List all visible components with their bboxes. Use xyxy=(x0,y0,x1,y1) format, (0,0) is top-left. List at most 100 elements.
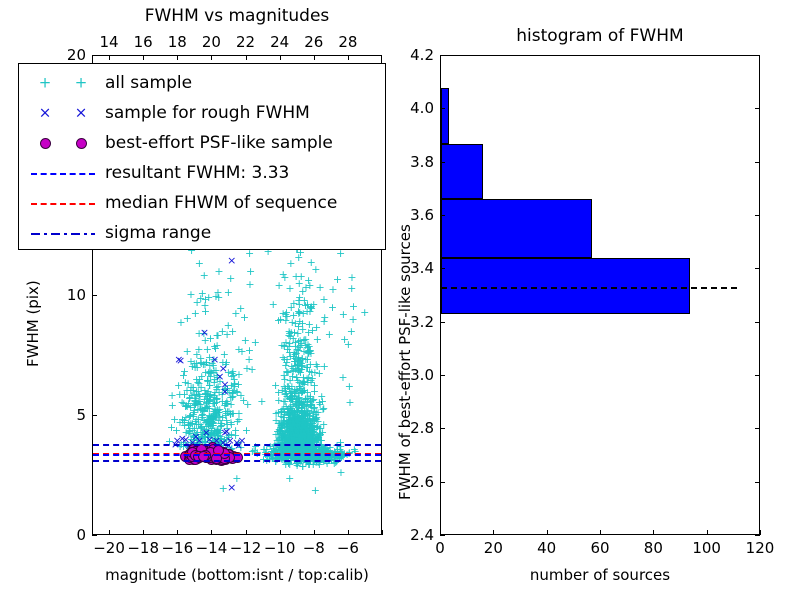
all-sample-point: + xyxy=(204,402,214,416)
all-sample-point: + xyxy=(280,420,290,434)
all-sample-point: + xyxy=(190,429,200,443)
all-sample-point: + xyxy=(296,441,306,455)
legend-item[interactable]: best-effort PSF-like sample xyxy=(19,128,385,158)
all-sample-point: + xyxy=(203,412,213,426)
all-sample-point: + xyxy=(213,402,223,416)
all-sample-point: + xyxy=(202,355,212,369)
all-sample-point: + xyxy=(299,383,310,397)
all-sample-point: + xyxy=(319,402,329,416)
all-sample-point: + xyxy=(300,428,310,442)
legend-item[interactable]: sigma range xyxy=(19,218,385,248)
all-sample-point: + xyxy=(330,451,340,465)
all-sample-point: + xyxy=(299,445,310,459)
all-sample-point: + xyxy=(287,449,297,463)
all-sample-point: + xyxy=(282,414,292,428)
all-sample-point: + xyxy=(305,414,315,428)
all-sample-point: + xyxy=(298,306,308,320)
rough-sample-point: × xyxy=(220,426,230,439)
all-sample-point: + xyxy=(192,388,202,402)
all-sample-point: + xyxy=(285,471,295,485)
all-sample-point: + xyxy=(191,431,202,445)
all-sample-point: + xyxy=(292,440,302,454)
all-sample-point: + xyxy=(300,432,311,446)
all-sample-point: + xyxy=(298,422,308,436)
all-sample-point: + xyxy=(194,395,204,409)
all-sample-point: + xyxy=(305,437,315,451)
all-sample-point: + xyxy=(196,421,206,435)
all-sample-point: + xyxy=(291,398,301,412)
all-sample-point: + xyxy=(294,451,304,465)
all-sample-point: + xyxy=(301,453,311,467)
all-sample-point: + xyxy=(287,426,298,440)
legend-item[interactable]: median FHWM of sequence xyxy=(19,188,385,218)
all-sample-point: + xyxy=(292,435,302,449)
all-sample-point: + xyxy=(290,421,301,435)
all-sample-point: + xyxy=(307,434,317,448)
all-sample-point: + xyxy=(294,444,304,458)
all-sample-point: + xyxy=(322,445,332,459)
scatter-legend[interactable]: + + all sample × × sample for rough FWHM best-… xyxy=(18,63,386,250)
all-sample-point: + xyxy=(291,441,301,455)
all-sample-point: + xyxy=(293,436,303,450)
all-sample-point: + xyxy=(306,425,316,439)
all-sample-point: + xyxy=(309,414,320,428)
all-sample-point: + xyxy=(299,428,309,442)
all-sample-point: + xyxy=(284,402,294,416)
legend-item[interactable]: × × sample for rough FWHM xyxy=(19,98,385,128)
legend-item[interactable]: + + all sample xyxy=(19,68,385,98)
all-sample-point: + xyxy=(306,446,316,460)
all-sample-point: + xyxy=(218,482,228,496)
all-sample-point: + xyxy=(298,442,308,456)
all-sample-point: + xyxy=(288,443,298,457)
all-sample-point: + xyxy=(350,445,360,459)
all-sample-point: + xyxy=(306,301,317,315)
all-sample-point: + xyxy=(279,339,289,353)
all-sample-point: + xyxy=(324,451,334,465)
all-sample-point: + xyxy=(306,426,316,440)
all-sample-point: + xyxy=(318,443,328,457)
all-sample-point: + xyxy=(286,405,296,419)
all-sample-point: + xyxy=(280,444,290,458)
plus-icon: + xyxy=(74,73,88,92)
all-sample-point: + xyxy=(309,420,319,434)
all-sample-point: + xyxy=(293,446,303,460)
all-sample-point: + xyxy=(279,443,289,457)
all-sample-point: + xyxy=(280,431,291,445)
all-sample-point: + xyxy=(323,445,333,459)
all-sample-point: + xyxy=(186,435,196,449)
all-sample-point: + xyxy=(303,450,314,464)
all-sample-point: + xyxy=(286,417,296,431)
all-sample-point: + xyxy=(279,428,290,442)
all-sample-point: + xyxy=(299,421,309,435)
plus-icon: + xyxy=(38,73,52,92)
all-sample-point: + xyxy=(193,385,203,399)
legend-label: sample for rough FWHM xyxy=(105,103,310,123)
all-sample-point: + xyxy=(204,378,215,392)
all-sample-point: + xyxy=(194,430,204,444)
all-sample-point: + xyxy=(302,445,313,459)
all-sample-point: + xyxy=(298,323,308,337)
all-sample-point: + xyxy=(310,444,320,458)
all-sample-point: + xyxy=(304,457,314,471)
all-sample-point: + xyxy=(288,412,298,426)
all-sample-point: + xyxy=(295,443,305,457)
all-sample-point: + xyxy=(289,434,299,448)
all-sample-point: + xyxy=(294,426,304,440)
all-sample-point: + xyxy=(292,424,303,438)
all-sample-point: + xyxy=(290,423,301,437)
all-sample-point: + xyxy=(309,444,319,458)
legend-label: best-effort PSF-like sample xyxy=(105,133,333,153)
all-sample-point: + xyxy=(300,411,310,425)
all-sample-point: + xyxy=(290,411,300,425)
all-sample-point: + xyxy=(298,444,308,458)
all-sample-point: + xyxy=(301,456,311,470)
all-sample-point: + xyxy=(319,417,329,431)
all-sample-point: + xyxy=(291,456,301,470)
all-sample-point: + xyxy=(303,412,313,426)
all-sample-point: + xyxy=(290,432,301,446)
all-sample-point: + xyxy=(206,409,217,423)
all-sample-point: + xyxy=(286,450,296,464)
histogram-plot-axes[interactable] xyxy=(440,55,760,535)
legend-item[interactable]: resultant FWHM: 3.33 xyxy=(19,158,385,188)
all-sample-point: + xyxy=(298,432,308,445)
